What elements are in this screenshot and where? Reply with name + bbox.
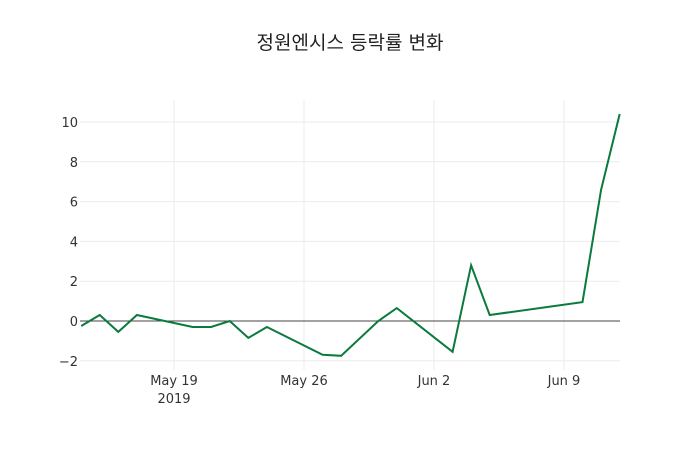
y-tick-label: 10 xyxy=(61,116,78,131)
x-tick-label: Jun 2 xyxy=(417,374,451,389)
chart-title: 정원엔시스 등락률 변화 xyxy=(256,32,444,54)
x-tick-label: Jun 9 xyxy=(547,374,581,389)
y-axis: −2 0 2 4 6 8 10 xyxy=(59,116,78,370)
y-tick-label: 8 xyxy=(70,156,78,171)
x-tick-label: May 26 xyxy=(280,374,328,389)
x-axis: May 19 2019 May 26 Jun 2 Jun 9 xyxy=(150,374,580,407)
series-line xyxy=(80,113,621,357)
y-tick-label: −2 xyxy=(59,355,78,370)
y-tick-label: 2 xyxy=(70,275,78,290)
data-series xyxy=(80,113,621,357)
y-tick-label: 0 xyxy=(70,315,78,330)
x-tick-label: May 19 xyxy=(150,374,198,389)
y-tick-label: 6 xyxy=(70,196,78,211)
y-tick-label: 4 xyxy=(70,235,78,250)
gridlines xyxy=(80,100,620,370)
x-tick-year-label: 2019 xyxy=(157,392,190,407)
